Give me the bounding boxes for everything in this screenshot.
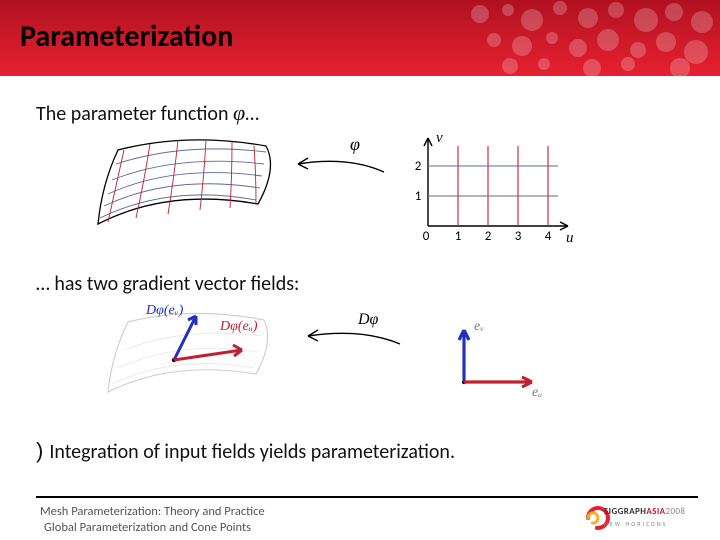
phi-label: φ [350, 134, 360, 154]
phi-arrow: φ [298, 134, 384, 172]
footer-line1: Mesh Parameterization: Theory and Practi… [40, 504, 265, 520]
logo-accent: ASIA [646, 506, 665, 517]
x-tick-1: 1 [455, 229, 462, 244]
logo-tagline: NEW HORIZONS [604, 520, 667, 528]
footer-line2: Global Parameterization and Cone Points [40, 520, 265, 536]
uv-grid: 0 1 2 3 4 1 2 u v [415, 130, 574, 246]
siggraph-asia-logo: SIGGRAPHASIA2008 NEW HORIZONS [574, 500, 698, 536]
slide-title: Parameterization [20, 18, 233, 55]
intro-trail: … [245, 102, 259, 126]
x-tick-0: 0 [423, 229, 430, 244]
slide: Parameterization The parameter function … [0, 0, 720, 540]
logo-top: SIGGRAPH [604, 506, 646, 517]
intro-text: The parameter function [36, 102, 233, 126]
intro-line: The parameter function φ… [36, 100, 259, 126]
x-tick-3: 3 [515, 229, 522, 244]
ev-label: eᵥ [474, 319, 484, 334]
dphi-ev-label: Dφ(eᵥ) [145, 303, 184, 318]
bullet-text: Integration of input fields yields param… [49, 440, 455, 464]
y-tick-2: 2 [415, 159, 422, 174]
u-axis-label: u [566, 230, 574, 246]
figure-gradient: Dφ(eᵥ) Dφ(eᵤ) Dφ eᵥ eᵤ [100, 300, 580, 420]
eu-label: eᵤ [532, 385, 542, 400]
surface-pale: Dφ(eᵥ) Dφ(eᵤ) [108, 303, 268, 392]
slide-body: The parameter function φ… [0, 76, 720, 496]
bullet-marker: ) [36, 438, 43, 463]
footer-text: Mesh Parameterization: Theory and Practi… [40, 504, 265, 535]
logo-year: 2008 [665, 506, 685, 517]
header-band: Parameterization [0, 0, 720, 76]
header-dot-pattern [460, 0, 720, 76]
dphi-arrow: Dφ [308, 311, 400, 344]
surface-patch [98, 140, 271, 224]
x-tick-2: 2 [485, 229, 492, 244]
intro-phi: φ [233, 100, 245, 125]
footer: Mesh Parameterization: Theory and Practi… [0, 496, 720, 540]
dphi-eu-label: Dφ(eᵤ) [219, 319, 258, 334]
x-tick-4: 4 [545, 229, 552, 244]
bullet-line: )Integration of input fields yields para… [36, 438, 455, 464]
dphi-label: Dφ [357, 311, 379, 328]
svg-text:SIGGRAPHASIA2008: SIGGRAPHASIA2008 [604, 506, 685, 517]
mid-line: … has two gradient vector fields: [36, 272, 299, 296]
figure-parameterization: φ [88, 128, 578, 254]
y-tick-1: 1 [415, 189, 422, 204]
footer-divider [36, 496, 698, 498]
basis-vectors: eᵥ eᵤ [459, 319, 542, 400]
v-axis-label: v [436, 130, 443, 146]
